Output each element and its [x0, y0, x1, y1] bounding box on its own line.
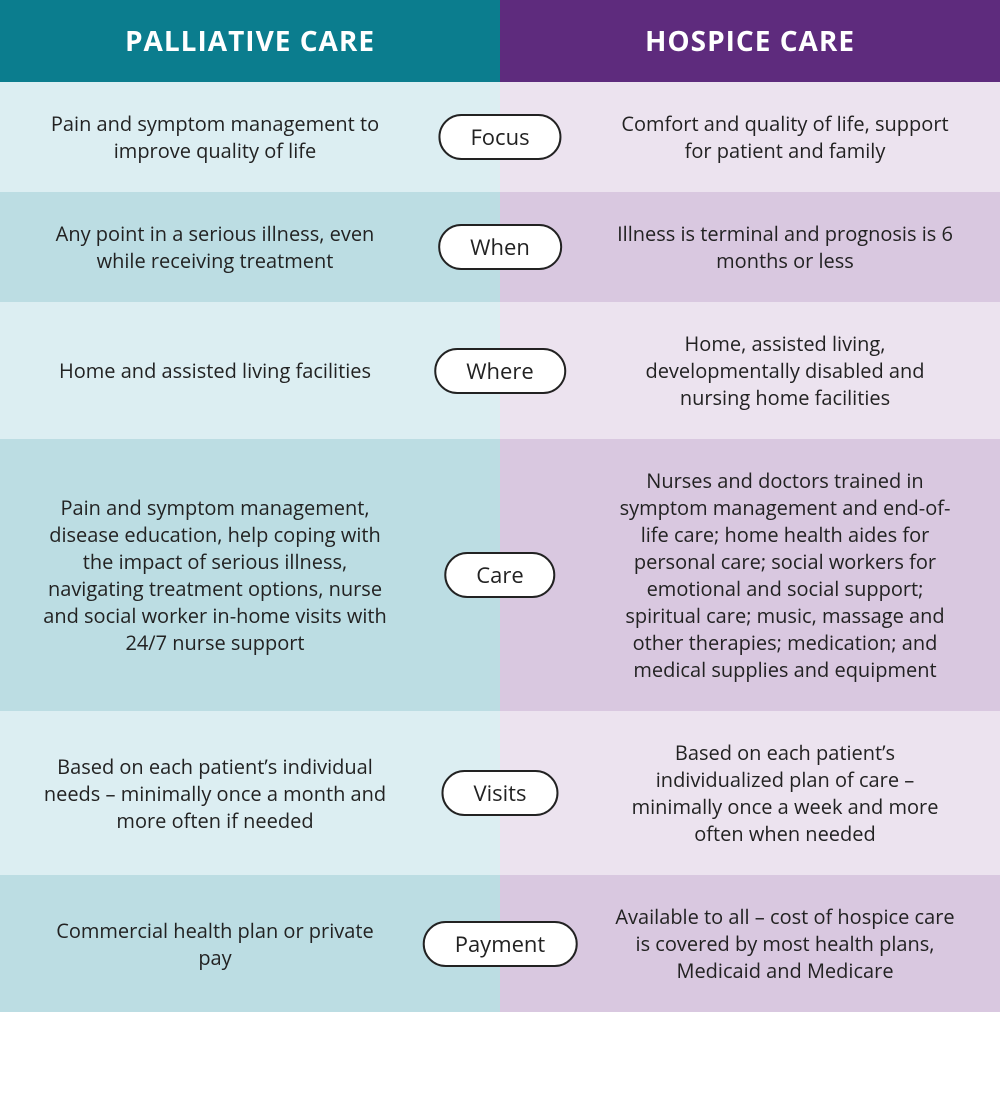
rows-container: Pain and symptom management to improve q…: [0, 82, 1000, 1012]
comparison-table: PALLIATIVE CARE HOSPICE CARE Pain and sy…: [0, 0, 1000, 1012]
cell-left: Based on each patient’s individual needs…: [0, 711, 500, 875]
comparison-row: Pain and symptom management, disease edu…: [0, 439, 1000, 711]
cell-right: Nurses and doctors trained in symptom ma…: [500, 439, 1000, 711]
cell-right: Based on each patient’s individualized p…: [500, 711, 1000, 875]
comparison-row: Commercial health plan or private payAva…: [0, 875, 1000, 1012]
header-left: PALLIATIVE CARE: [0, 0, 500, 82]
category-badge: Focus: [438, 114, 561, 160]
comparison-row: Home and assisted living facilitiesHome,…: [0, 302, 1000, 439]
category-badge: Where: [434, 348, 566, 394]
cell-left: Pain and symptom management, disease edu…: [0, 439, 500, 711]
comparison-row: Based on each patient’s individual needs…: [0, 711, 1000, 875]
cell-left: Pain and symptom management to improve q…: [0, 82, 500, 192]
comparison-row: Pain and symptom management to improve q…: [0, 82, 1000, 192]
category-badge: Care: [444, 552, 555, 598]
header-right: HOSPICE CARE: [500, 0, 1000, 82]
category-badge: Payment: [423, 921, 578, 967]
header-row: PALLIATIVE CARE HOSPICE CARE: [0, 0, 1000, 82]
cell-right: Comfort and quality of life, support for…: [500, 82, 1000, 192]
cell-left: Home and assisted living facilities: [0, 302, 500, 439]
category-badge: Visits: [441, 770, 558, 816]
category-badge: When: [438, 224, 562, 270]
cell-right: Home, assisted living, developmentally d…: [500, 302, 1000, 439]
cell-left: Any point in a serious illness, even whi…: [0, 192, 500, 302]
cell-right: Illness is terminal and prognosis is 6 m…: [500, 192, 1000, 302]
comparison-row: Any point in a serious illness, even whi…: [0, 192, 1000, 302]
